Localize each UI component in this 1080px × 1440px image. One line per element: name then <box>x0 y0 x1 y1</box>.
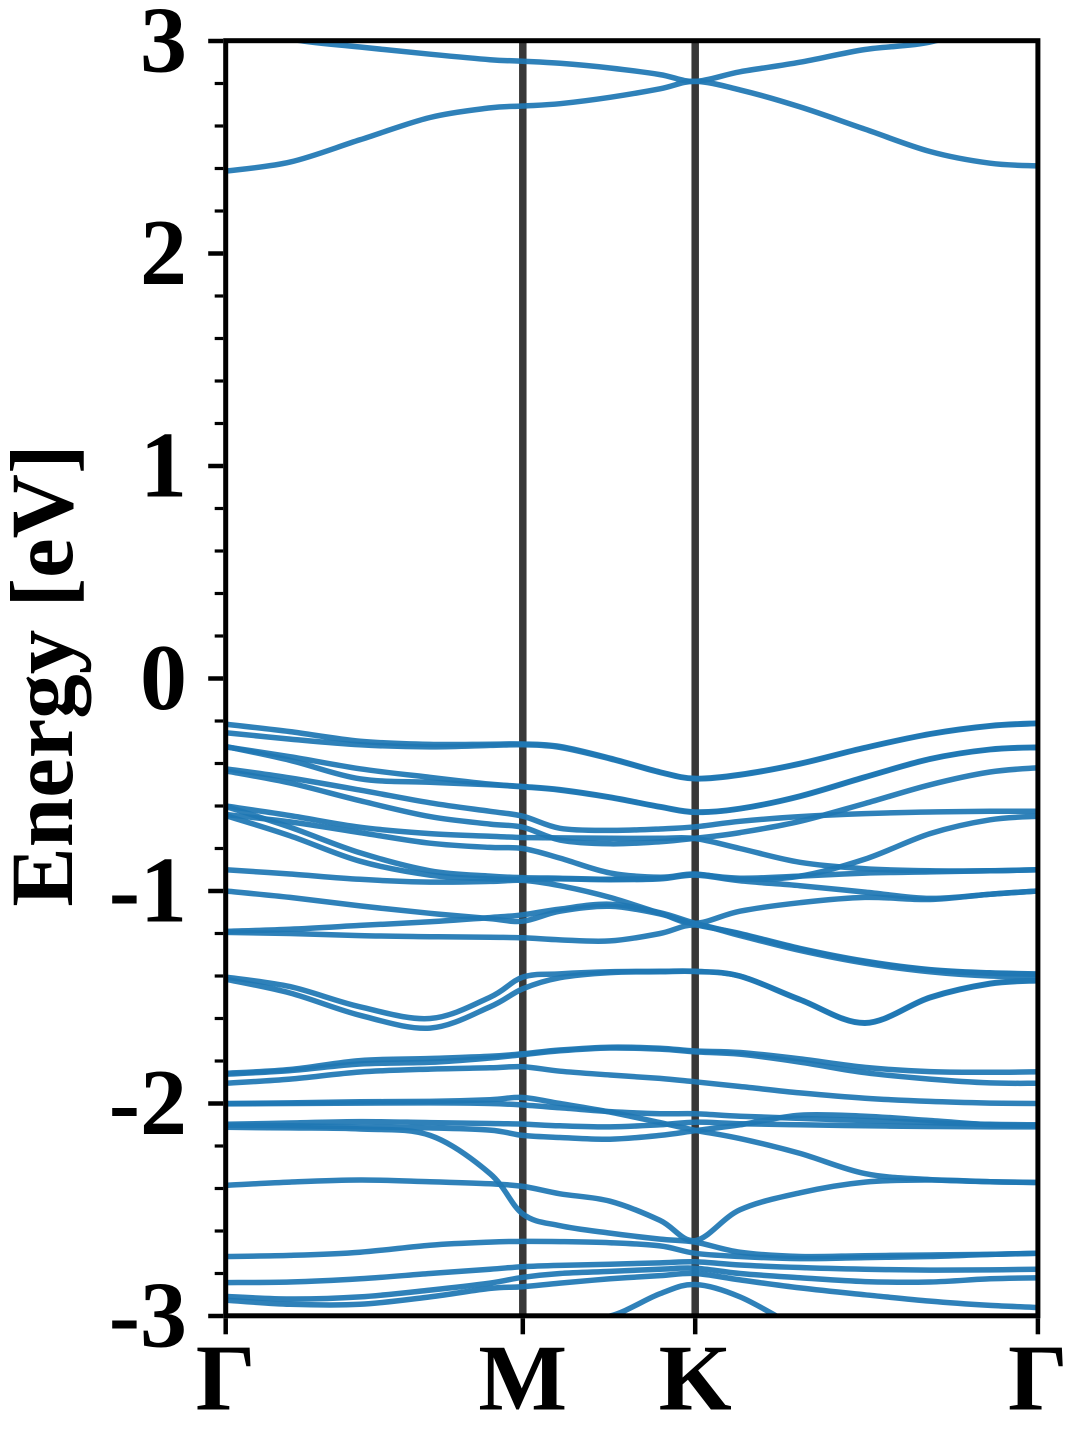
svg-text:2: 2 <box>140 201 187 305</box>
svg-text:3: 3 <box>140 0 187 93</box>
svg-text:Energy [eV]: Energy [eV] <box>0 444 92 906</box>
svg-text:-3: -3 <box>109 1264 187 1368</box>
svg-text:K: K <box>659 1327 732 1431</box>
svg-text:Γ: Γ <box>1008 1327 1068 1431</box>
svg-text:Γ: Γ <box>196 1327 256 1431</box>
svg-text:M: M <box>478 1327 567 1431</box>
svg-text:0: 0 <box>140 626 187 730</box>
svg-text:-2: -2 <box>109 1051 187 1155</box>
svg-text:-1: -1 <box>109 839 187 943</box>
svg-text:1: 1 <box>140 414 187 518</box>
